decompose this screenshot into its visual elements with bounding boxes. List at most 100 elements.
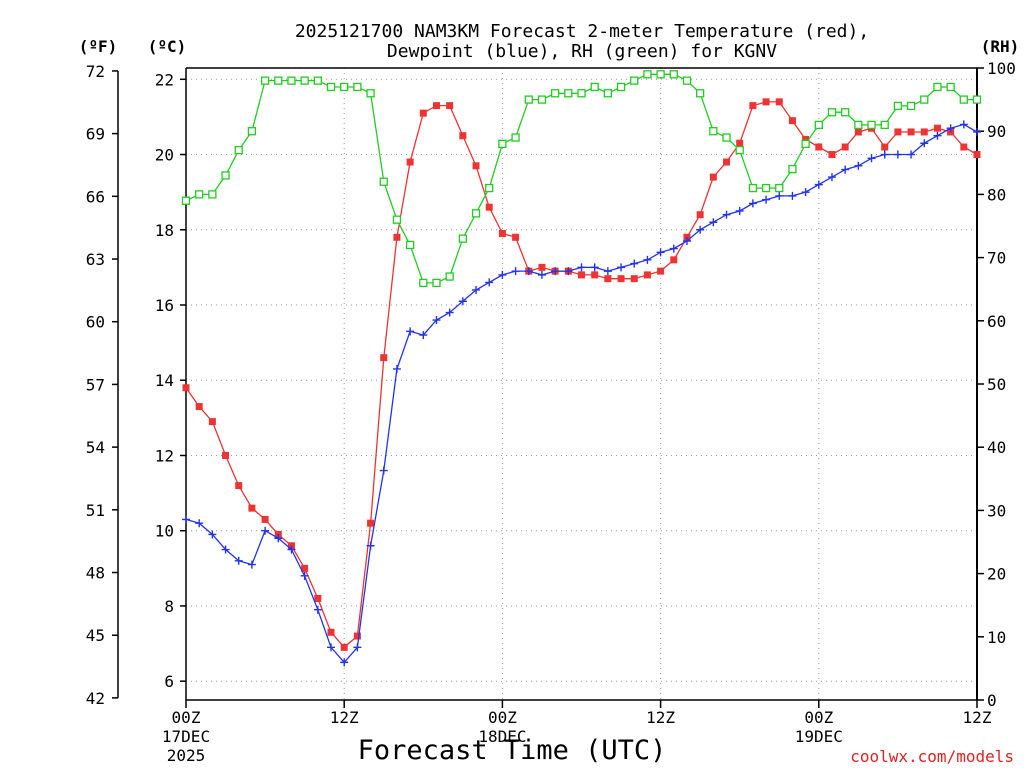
rh-point [827,108,837,117]
celsius-tick-label: 6 [164,672,174,691]
dewpoint-point [300,571,309,580]
rh-tick-label: 80 [987,185,1006,204]
rh-point [392,215,402,224]
dewpoint-point [603,267,612,276]
dewpoint-point [709,218,718,227]
temperature-point [406,158,414,166]
x-axis-title: Forecast Time (UTC) [358,735,667,766]
celsius-tick-label: 20 [155,146,174,165]
rh-point [590,82,599,92]
rh-series-line [185,73,977,284]
temperature-point [485,203,493,211]
rh-point [867,120,876,130]
rh-tick-label: 70 [987,249,1006,268]
dewpoint-point [590,263,599,272]
celsius-tick-label: 8 [164,597,174,616]
rh-point [498,139,507,148]
temperature-point [432,102,440,110]
x-tick-label: 12Z [963,708,992,727]
temperature-point [802,135,810,143]
temperature-point [393,233,401,241]
dewpoint-point [762,195,771,204]
dewpoint-point [735,206,744,215]
temperature-point [340,643,348,651]
temperature-point [762,98,770,106]
dewpoint-point [893,150,902,159]
dewpoint-point [959,120,968,129]
rh-point [603,89,613,98]
rh-point [788,164,797,174]
rh-point [854,120,863,130]
temperature-point [419,109,427,117]
dewpoint-point [946,124,955,133]
dewpoint-point [669,244,678,253]
x-tick-date-label: 19DEC [795,727,843,746]
temperature-point [222,451,230,459]
dewpoint-point [445,308,454,317]
x-tick-label: 12Z [646,708,675,727]
rh-point [682,76,692,85]
dewpoint-point [432,316,441,325]
rh-point [577,89,586,98]
rh-point [920,95,929,104]
fahrenheit-axis-label: (ºF) [79,37,118,56]
dewpoint-point [472,285,481,294]
rh-point [485,183,494,193]
dewpoint-point [208,530,217,539]
dewpoint-point [537,270,546,279]
dewpoint-point [577,263,586,272]
rh-point [274,76,283,85]
dewpoint-point [814,180,823,189]
temperature-point [933,124,941,132]
rh-tick-label: 40 [987,438,1006,457]
temperature-point [749,102,757,110]
dewpoint-point [247,560,256,569]
fahrenheit-tick-label: 63 [86,250,105,269]
rh-point [709,127,718,136]
rh-point [748,183,758,193]
rh-point [195,190,204,199]
rh-point [669,70,678,79]
temperature-point [327,628,335,636]
x-tick-year-label: 2025 [167,746,206,765]
temperature-point [446,102,454,110]
dewpoint-point [485,278,494,287]
rh-point [906,101,916,111]
rh-point [287,76,296,85]
dewpoint-point [234,556,243,565]
celsius-tick-label: 14 [155,371,174,390]
temperature-point [709,173,717,181]
dewpoint-point [551,267,560,276]
dewpoint-point [682,237,691,246]
fahrenheit-tick-label: 48 [86,564,105,583]
temperature-point [723,158,731,166]
temperature-point [248,504,256,512]
rh-point [181,196,191,205]
temperature-point [617,275,625,283]
rh-point [696,89,705,98]
rh-point [959,95,968,104]
dewpoint-point [274,534,283,543]
celsius-tick-label: 12 [155,446,174,465]
dewpoint-point [511,267,520,276]
celsius-tick-label: 16 [155,296,174,315]
rh-point [616,82,626,92]
rh-point [208,190,217,199]
dewpoint-point [973,127,981,136]
rh-point [933,82,942,92]
dewpoint-point [287,545,296,554]
rh-point [761,183,771,193]
temperature-point [736,139,744,147]
rh-point [550,89,560,98]
dewpoint-point [933,131,942,140]
dewpoint-point [313,605,322,614]
rh-point [445,272,454,281]
dewpoint-point [907,150,916,159]
rh-point [458,234,468,243]
temperature-point [261,515,269,523]
celsius-tick-label: 18 [155,221,174,240]
rh-tick-label: 30 [987,501,1006,520]
temperature-point [973,151,981,159]
dewpoint-point [617,263,626,272]
rh-point [366,89,375,98]
